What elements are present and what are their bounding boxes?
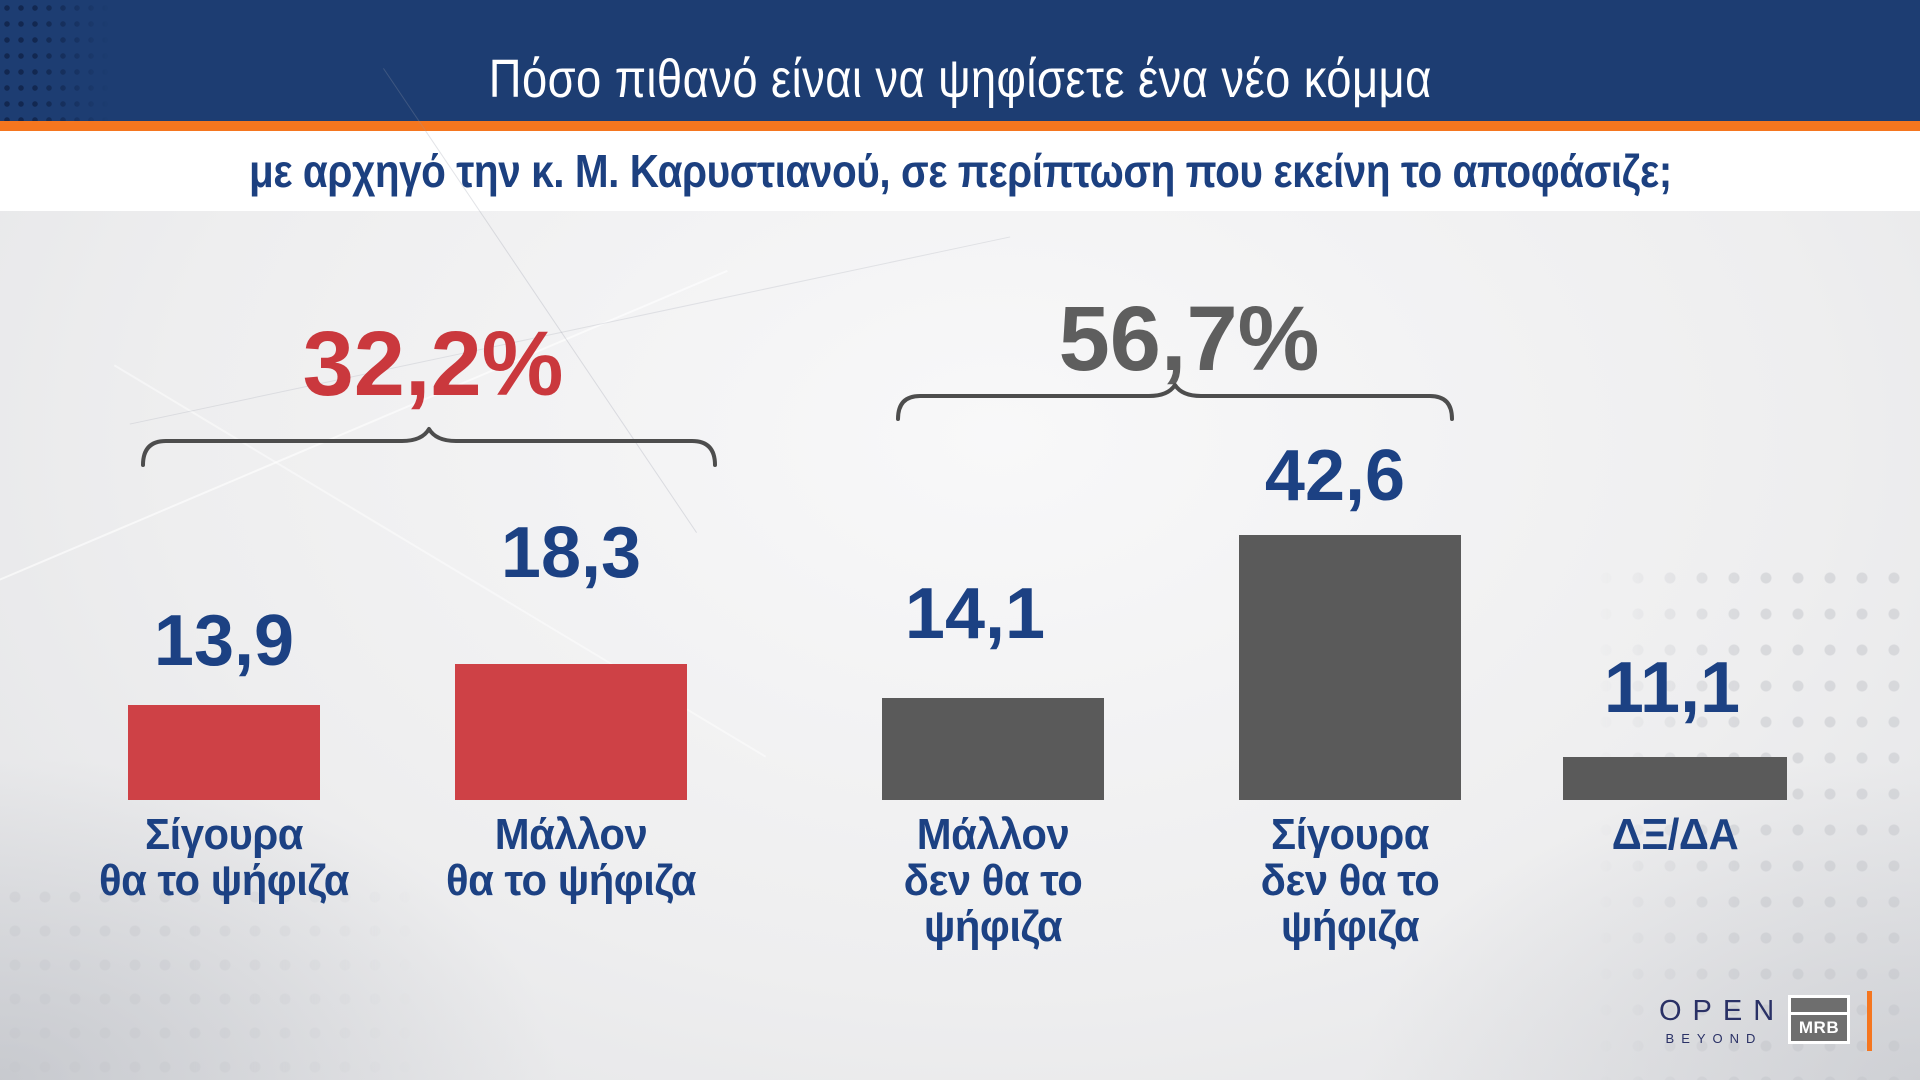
mrb-logo: MRB — [1788, 995, 1850, 1044]
category-label-1: Σίγουρα θα το ψήφιζα — [99, 810, 349, 906]
open-logo-text: OPEN — [1659, 995, 1786, 1027]
bar-sigoura-den-tha — [1239, 535, 1461, 800]
category-line: Μάλλον — [916, 810, 1070, 859]
orange-divider — [0, 121, 1920, 131]
page-subtitle: με αρχηγό την κ. Μ. Καρυστιανού, σε περί… — [248, 145, 1672, 197]
header-dot-pattern — [0, 0, 110, 122]
bar-dxda — [1563, 757, 1787, 800]
page-title: Πόσο πιθανό είναι να ψηφίσετε ένα νέο κό… — [488, 49, 1432, 109]
open-logo-tagline: BEYOND — [1665, 1031, 1763, 1046]
bar-sigoura-tha — [128, 705, 320, 800]
value-label-2: 18,3 — [500, 513, 642, 593]
mrb-logo-text: MRB — [1791, 1015, 1847, 1041]
category-label-2: Μάλλον θα το ψήφιζα — [446, 810, 696, 906]
value-label-5: 11,1 — [1603, 648, 1741, 728]
value-label-3: 14,1 — [904, 574, 1046, 654]
group-label-would-vote: 32,2% — [302, 313, 564, 415]
category-line: ΔΞ/ΔΑ — [1611, 810, 1739, 859]
orange-rule — [1867, 991, 1872, 1051]
category-line: Μάλλον — [494, 810, 648, 859]
bar-mallon-den-tha — [882, 698, 1104, 800]
value-label-1: 13,9 — [153, 601, 295, 681]
category-line: Σίγουρα — [1270, 810, 1430, 859]
header-band: Πόσο πιθανό είναι να ψηφίσετε ένα νέο κό… — [0, 0, 1920, 122]
category-line: θα το ψήφιζα — [99, 856, 349, 906]
category-label-4: Σίγουρα δεν θα το ψήφιζα — [1260, 810, 1440, 952]
category-label-3: Μάλλον δεν θα το ψήφιζα — [903, 810, 1083, 952]
open-tv-logo: OPEN BEYOND — [1648, 995, 1786, 1046]
brace-right-group — [896, 383, 1454, 421]
value-label-4: 42,6 — [1264, 436, 1406, 516]
category-line: ψήφιζα — [923, 902, 1063, 952]
category-label-5: ΔΞ/ΔΑ — [1611, 810, 1739, 859]
mrb-logo-bar — [1791, 998, 1847, 1012]
dot-texture-right — [1590, 560, 1920, 1080]
dot-texture-bottom-left — [0, 880, 430, 1080]
group-label-would-not-vote: 56,7% — [1058, 288, 1320, 390]
category-line: ψήφιζα — [1280, 902, 1420, 952]
brace-left-group — [141, 427, 717, 467]
bar-mallon-tha — [455, 664, 687, 800]
subtitle-band: με αρχηγό την κ. Μ. Καρυστιανού, σε περί… — [0, 131, 1920, 211]
category-line: δεν θα το — [1260, 856, 1440, 906]
category-line: θα το ψήφιζα — [446, 856, 696, 906]
category-line: δεν θα το — [903, 856, 1083, 906]
category-line: Σίγουρα — [144, 810, 304, 859]
